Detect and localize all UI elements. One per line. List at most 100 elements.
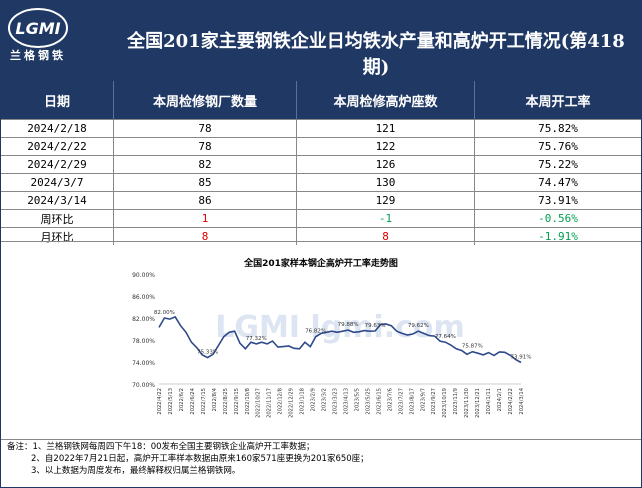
line-chart: LGMI lgmi.com 70.00% 74.00% 78.00% 82.00% 86.… [132,272,532,418]
lgmi-logo-icon: LGMI [8,8,68,48]
week-ratio-mills: 1 [113,209,297,228]
table-row: 2024/3/14 86 129 73.91% [1,191,641,210]
x-tick-label: 2022/5/13 [168,388,174,415]
cell-furnaces: 129 [296,191,475,210]
data-label: 79.88% [338,322,359,328]
month-ratio-row: 月环比 8 8 -1.91% [1,227,641,245]
column-header-date: 日期 [1,81,114,120]
cell-furnaces: 122 [296,137,475,156]
x-tick-label: 2022/12/8 [278,388,284,415]
note-line-2: 2、自2022年7月21日起，高炉开工率样本数据由原来160家571座更换为20… [31,454,369,464]
cell-rate: 75.82% [474,119,641,138]
week-ratio-row: 周环比 1 -1 -0.56% [1,209,641,228]
cell-date: 2024/2/18 [1,119,114,138]
note-line-1: 备注：1、兰格钢铁网每周四下午18：00发布全国主要钢铁企业高炉开工率数据； [7,442,315,452]
x-tick-label: 2024/2/1 [497,388,503,411]
x-tick-label: 2023/10/19 [442,388,448,418]
x-tick-label: 2023/5/25 [365,388,371,415]
x-tick-label: 2022/6/24 [190,387,196,414]
x-tick-label: 2023/2/9 [311,388,317,411]
data-label: 79.62% [408,323,429,329]
header-bar: LGMI 兰格钢铁 全国201家主要钢铁企业日均铁水产量和高炉开工情况(第418… [1,1,641,81]
y-tick-label: 78.00% [132,338,155,345]
page-title: 全国201家主要钢铁企业日均铁水产量和高炉开工情况(第418期) [127,31,625,78]
month-ratio-label: 月环比 [1,227,114,245]
y-tick-label: 90.00% [132,272,155,279]
cell-furnaces: 126 [296,155,475,174]
data-label: 82.00% [154,310,175,316]
cell-mills: 78 [113,119,297,138]
x-tick-label: 2022/11/17 [267,388,273,418]
data-label: 79.63% [365,323,386,329]
cell-date: 2024/2/29 [1,155,114,174]
x-tick-label: 2022/7/15 [201,388,207,415]
x-tick-label: 2023/11/9 [453,388,459,415]
chart-panel: 全国201家样本钢企高炉开工率走势图 LGMI lgmi.com 70.00% 74… [1,241,641,440]
x-tick-label: 2023/4/13 [343,388,349,415]
x-tick-label: 2022/4/22 [157,388,163,415]
x-tick-label: 2024/1/11 [486,388,492,415]
cell-date: 2024/3/14 [1,191,114,210]
cell-mills: 78 [113,137,297,156]
x-tick-label: 2023/3/23 [333,388,339,415]
month-ratio-rate: -1.91% [474,227,641,245]
x-tick-label: 2023/1/18 [300,388,306,415]
x-tick-label: 2024/3/14 [519,387,525,414]
table-row: 2024/2/22 78 122 75.76% [1,137,641,156]
y-tick-label: 86.00% [132,294,155,301]
x-tick-label: 2023/3/2 [322,388,328,411]
week-ratio-rate: -0.56% [474,209,641,228]
cell-mills: 85 [113,173,297,192]
y-tick-label: 74.00% [132,360,155,367]
x-tick-label: 2023/7/27 [398,388,404,415]
x-tick-label: 2022/10/8 [245,388,251,415]
x-tick-label: 2022/9/15 [234,388,240,415]
x-tick-label: 2023/8/17 [409,388,415,415]
cell-furnaces: 121 [296,119,475,138]
data-label: 77.32% [246,336,267,342]
column-header-furnaces: 本周检修高炉座数 [296,81,475,120]
x-tick-label: 2023/9/27 [431,388,437,415]
chart-title: 全国201家样本钢企高炉开工率走势图 [244,259,398,269]
column-header-rate: 本周开工率 [474,81,641,120]
cell-date: 2024/2/22 [1,137,114,156]
x-tick-label: 2023/6/15 [376,388,382,415]
month-ratio-furnaces: 8 [296,227,475,245]
x-tick-label: 2022/10/27 [256,388,262,418]
x-tick-label: 2023/9/7 [420,388,426,411]
cell-date: 2024/3/7 [1,173,114,192]
note-line-3: 3、以上数据为周度发布，最终解释权归属兰格钢铁网。 [31,466,241,476]
x-tick-label: 2022/8/25 [223,388,229,415]
svg-text:LGMI: LGMI [15,19,60,38]
logo-text: 兰格钢铁 [10,49,66,62]
x-tick-label: 2023/12/21 [475,388,481,418]
data-label: 75.87% [462,344,483,350]
data-label: 77.64% [435,334,456,340]
x-tick-label: 2022/8/4 [212,387,218,411]
cell-mills: 86 [113,191,297,210]
cell-rate: 74.47% [474,173,641,192]
cell-rate: 75.22% [474,155,641,174]
month-ratio-mills: 8 [113,227,297,245]
table-row: 2024/2/29 82 126 75.22% [1,155,641,174]
cell-rate: 75.76% [474,137,641,156]
x-tick-label: 2022/6/2 [179,388,185,411]
series-line [158,315,522,364]
data-label: 76.82% [305,329,326,335]
column-header-mills: 本周检修钢厂数量 [113,81,297,120]
data-table: 日期 本周检修钢厂数量 本周检修高炉座数 本周开工率 2024/2/18 78 … [1,81,641,245]
cell-mills: 82 [113,155,297,174]
table-header-row: 日期 本周检修钢厂数量 本周检修高炉座数 本周开工率 [1,81,641,120]
data-label: 73.91% [511,354,532,360]
x-tick-label: 2023/5/5 [354,388,360,411]
x-tick-label: 2024/2/22 [508,388,514,415]
y-tick-label: 82.00% [132,316,155,323]
y-tick-label: 70.00% [132,382,155,389]
table-row: 2024/3/7 85 130 74.47% [1,173,641,192]
watermark: LGMI lgmi.com [215,310,465,345]
data-label: 75.33% [197,350,218,356]
week-ratio-furnaces: -1 [296,209,475,228]
x-tick-label: 2023/11/30 [464,388,470,418]
x-tick-label: 2023/7/6 [387,388,393,411]
